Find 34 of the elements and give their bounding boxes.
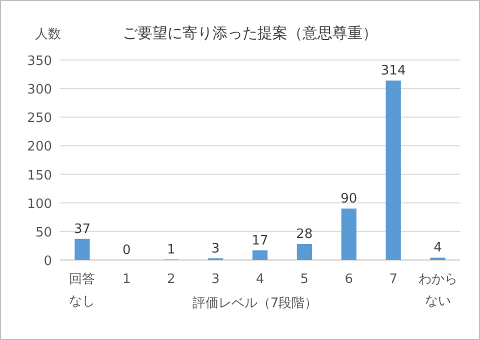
x-tick-label: 3: [211, 272, 220, 287]
data-label: 0: [122, 243, 131, 258]
x-tick-label: わからない: [418, 272, 458, 309]
y-tick-label: 300: [27, 82, 52, 98]
x-tick-label: 7: [389, 272, 398, 287]
data-label: 28: [296, 227, 313, 242]
data-label: 314: [380, 64, 406, 79]
x-tick-label: 6: [344, 272, 354, 287]
y-tick-label: 250: [27, 111, 52, 126]
data-label: 1: [166, 242, 176, 258]
y-axis-title: 人数: [35, 27, 61, 42]
bar: [74, 238, 90, 260]
data-label: 17: [252, 233, 268, 248]
x-axis-title: 評価レベル（7段階）: [192, 296, 318, 311]
data-label: 3: [211, 241, 220, 256]
bar: [296, 244, 312, 260]
x-tick-label: 回答なし: [69, 272, 96, 309]
y-tick-label: 0: [44, 254, 52, 269]
bar: [386, 80, 401, 260]
x-tick-label: 4: [256, 272, 264, 287]
bar: [341, 208, 356, 260]
y-tick-label: 50: [35, 225, 52, 240]
bar: [252, 250, 268, 260]
chart-title: ご要望に寄り添った提案（意思尊重）: [122, 24, 378, 42]
data-label: 37: [74, 222, 90, 237]
x-tick-label: 1: [122, 272, 131, 287]
data-label: 4: [434, 240, 442, 256]
x-tick-label: 2: [166, 272, 176, 287]
y-tick-label: 150: [27, 168, 52, 184]
x-tick-label: 5: [300, 272, 309, 287]
y-tick-label: 350: [27, 54, 52, 69]
y-tick-label: 100: [27, 196, 52, 212]
data-label: 90: [340, 192, 358, 207]
y-tick-label: 200: [27, 140, 52, 155]
